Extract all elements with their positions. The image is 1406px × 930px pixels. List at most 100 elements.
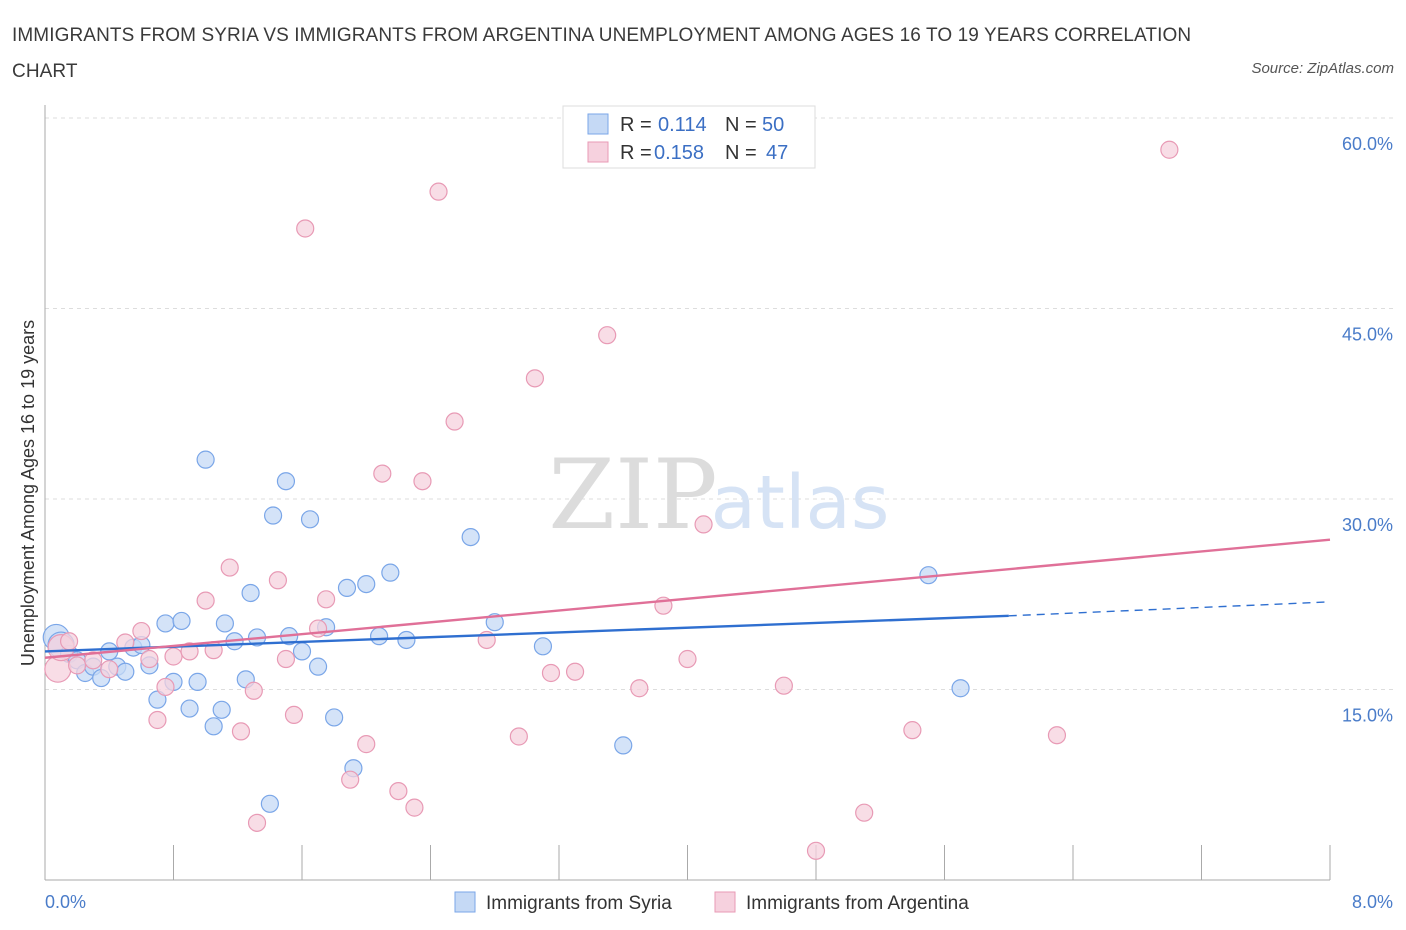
argentina-point-37 [565, 662, 585, 681]
y-tick-label-1: 30.0% [1342, 515, 1393, 535]
argentina-point-17 [244, 681, 263, 700]
legend-n-label-argentina: N = [725, 142, 757, 164]
y-tick-label-3: 60.0% [1342, 134, 1393, 154]
syria-point-38 [357, 574, 376, 594]
bottom-legend-swatch-argentina [714, 891, 736, 913]
argentina-point-4 [84, 651, 103, 670]
syria-point-41 [397, 630, 416, 650]
watermark: ZIP atlas [548, 439, 889, 551]
legend-n-value-syria: 50 [762, 114, 784, 136]
y-tick-label-2: 45.0% [1342, 325, 1393, 345]
argentina-point-30 [413, 472, 432, 491]
argentina-point-42 [694, 515, 713, 534]
argentina-point-41 [678, 649, 697, 669]
y-tick-label-0: 15.0% [1342, 706, 1393, 726]
syria-point-31 [292, 642, 312, 661]
syria-trend-line [44, 614, 1009, 653]
gridlines [45, 117, 1395, 690]
syria-point-18 [188, 672, 207, 691]
argentina-point-2 [59, 632, 79, 651]
syria-point-28 [263, 506, 283, 525]
legend-swatch-syria [587, 113, 609, 135]
bottom-legend-argentina: Immigrants from Argentina [746, 893, 969, 914]
argentina-point-26 [357, 735, 376, 754]
argentina-point-20 [276, 649, 296, 669]
legend-swatch-argentina [587, 141, 609, 163]
argentina-point-28 [389, 781, 408, 801]
bottom-legend-syria: Immigrants from Syria [486, 893, 672, 914]
argentina-point-38 [598, 326, 617, 345]
syria-point-32 [300, 510, 320, 529]
argentina-point-39 [630, 679, 649, 698]
x-tick-label-1: 8.0% [1352, 892, 1393, 912]
bottom-legend-swatch-syria [454, 891, 476, 913]
argentina-point-47 [1047, 726, 1067, 745]
argentina-point-22 [296, 219, 315, 238]
bottom-legend: Immigrants from Syria Immigrants from Ar… [454, 891, 969, 914]
argentina-point-23 [308, 619, 328, 638]
syria-point-40 [381, 563, 400, 582]
argentina-point-5 [100, 660, 119, 679]
syria-point-36 [337, 578, 357, 598]
syria-point-39 [370, 627, 389, 646]
argentina-point-35 [525, 369, 545, 388]
argentina-point-16 [231, 722, 251, 741]
argentina-point-46 [903, 721, 922, 740]
syria-point-9 [116, 662, 135, 681]
source-label: Source: ZipAtlas.com [1251, 60, 1394, 77]
argentina-point-43 [774, 676, 793, 695]
argentina-point-10 [156, 677, 175, 697]
argentina-trend-line [44, 538, 1331, 659]
argentina-point-19 [268, 571, 288, 590]
argentina-point-18 [247, 813, 267, 832]
syria-point-21 [212, 700, 231, 719]
syria-trend-line-extension [1008, 601, 1331, 617]
argentina-point-24 [316, 590, 336, 609]
argentina-point-25 [341, 770, 360, 789]
watermark-zip: ZIP [548, 439, 717, 551]
axes [44, 105, 1331, 881]
syria-point-17 [180, 699, 199, 718]
trend-lines [44, 538, 1331, 659]
syria-point-35 [325, 708, 344, 727]
argentina-point-34 [509, 727, 528, 746]
argentina-point-13 [196, 591, 215, 610]
syria-point-20 [204, 717, 223, 736]
y-tick-labels: 15.0% 30.0% 45.0% 60.0% [1342, 134, 1393, 726]
syria-point-45 [614, 736, 633, 755]
syria-point-19 [196, 450, 215, 469]
argentina-point-44 [806, 841, 826, 860]
syria-point-29 [276, 472, 296, 491]
argentina-point-15 [220, 558, 239, 577]
syria-point-33 [308, 657, 328, 676]
argentina-point-29 [405, 798, 424, 817]
argentina-point-8 [140, 649, 159, 669]
argentina-point-27 [373, 464, 392, 483]
syria-point-14 [156, 614, 175, 633]
syria-point-44 [533, 637, 553, 656]
argentina-point-7 [132, 621, 151, 641]
legend-r-label-argentina: R = [620, 142, 652, 164]
argentina-point-3 [68, 656, 87, 675]
legend-r-value-argentina: 0.158 [654, 142, 704, 164]
y-axis-label: Unemployment Among Ages 16 to 19 years [18, 320, 38, 666]
legend: R = 0.114 N = 50 R = 0.158 N = 47 [562, 105, 816, 169]
x-tick-label-0: 0.0% [45, 892, 86, 912]
argentina-point-36 [541, 663, 561, 683]
syria-point-42 [461, 527, 480, 547]
syria-point-47 [951, 679, 970, 698]
argentina-point-31 [429, 182, 448, 201]
syria-point-22 [215, 614, 234, 633]
watermark-atlas: atlas [711, 460, 890, 546]
syria-point-27 [260, 794, 279, 813]
legend-n-label-syria: N = [725, 114, 757, 136]
argentina-point-21 [284, 705, 304, 725]
argentina-point-11 [164, 647, 183, 666]
syria-point-25 [241, 583, 260, 603]
argentina-point-45 [855, 803, 874, 822]
x-tick-labels: 0.0% 8.0% [45, 892, 1393, 912]
argentina-point-9 [148, 710, 167, 730]
chart-title: IMMIGRANTS FROM SYRIA VS IMMIGRANTS FROM… [12, 25, 1192, 82]
argentina-point-48 [1160, 140, 1179, 159]
